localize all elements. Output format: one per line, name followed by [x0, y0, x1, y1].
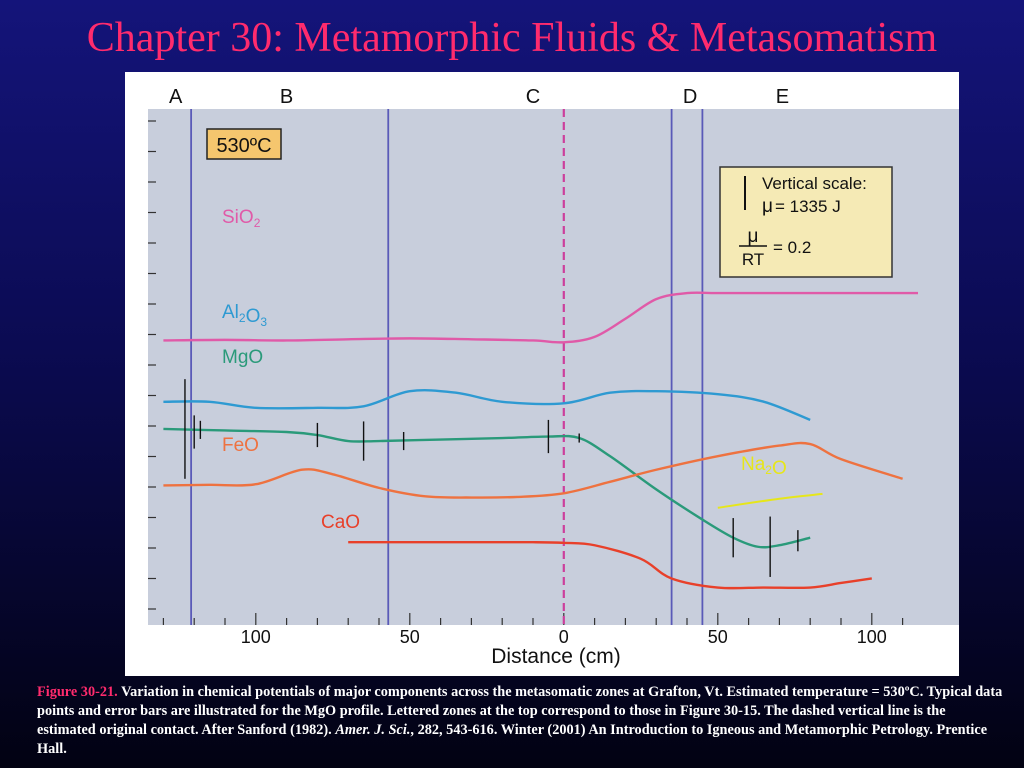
x-tick-label: 100 [241, 627, 271, 647]
caption-journal: Amer. J. Sci. [335, 722, 411, 738]
series-label-al2o3: Al2O3 [222, 302, 267, 329]
temperature-label: 530ºC [216, 135, 271, 157]
temperature-box: 530ºC [206, 128, 282, 160]
series-layer [163, 291, 918, 590]
x-tick-label: 50 [400, 627, 420, 647]
series-line-sio2 [163, 291, 918, 344]
zone-label: B [280, 86, 293, 108]
zone-label: C [526, 86, 540, 108]
slide-title: Chapter 30: Metamorphic Fluids & Metasom… [86, 15, 938, 61]
series-label-na2o: Na2O [741, 454, 787, 479]
ratio-numerator: μ [748, 226, 759, 247]
caption-label: Figure 30-21. [37, 684, 118, 700]
vertical-scale-box: Vertical scale: μ = 1335 J μ RT = 0.2 [719, 166, 893, 278]
mgo-error-bars [184, 379, 799, 577]
zone-label: A [169, 86, 183, 108]
series-label-mgo: MgO [222, 347, 263, 368]
ticks-layer: 100 50 0 50 100 [148, 120, 904, 647]
x-tick-label: 100 [857, 627, 887, 647]
x-tick-label: 0 [559, 627, 569, 647]
series-line-na2o [717, 492, 823, 509]
series-label-feo: FeO [222, 435, 259, 456]
series-line-al2o3 [163, 389, 811, 422]
series-label-sio2: SiO2 [222, 207, 261, 230]
chemical-potential-chart: 100 50 0 50 100 A B C D E SiO2 Al2O3 MgO FeO CaO Na2O… [148, 86, 959, 668]
series-labels: SiO2 Al2O3 MgO FeO CaO Na2O [222, 207, 787, 533]
vertical-scale-title: Vertical scale: [762, 174, 867, 193]
mu-symbol: μ [762, 196, 773, 217]
zones-layer: A B C D E [169, 86, 789, 625]
zone-label: D [683, 86, 697, 108]
zone-label: E [776, 86, 789, 108]
figure-caption: Figure 30-21. Variation in chemical pote… [37, 683, 1007, 759]
mu-value: = 1335 J [775, 197, 841, 216]
series-line-feo [163, 441, 903, 499]
x-axis-label: Distance (cm) [491, 645, 621, 668]
series-line-cao [348, 540, 872, 590]
series-label-cao: CaO [321, 512, 360, 533]
figure-panel: 100 50 0 50 100 A B C D E SiO2 Al2O3 MgO FeO CaO Na2O… [125, 72, 959, 676]
ratio-denominator: RT [742, 250, 764, 269]
caption-text: Variation in chemical potentials of majo… [37, 684, 1003, 738]
ratio-value: = 0.2 [773, 238, 811, 257]
x-tick-label: 50 [708, 627, 728, 647]
caption-rest: , 282, 543-616. Winter (2001) An Introdu… [37, 722, 988, 757]
